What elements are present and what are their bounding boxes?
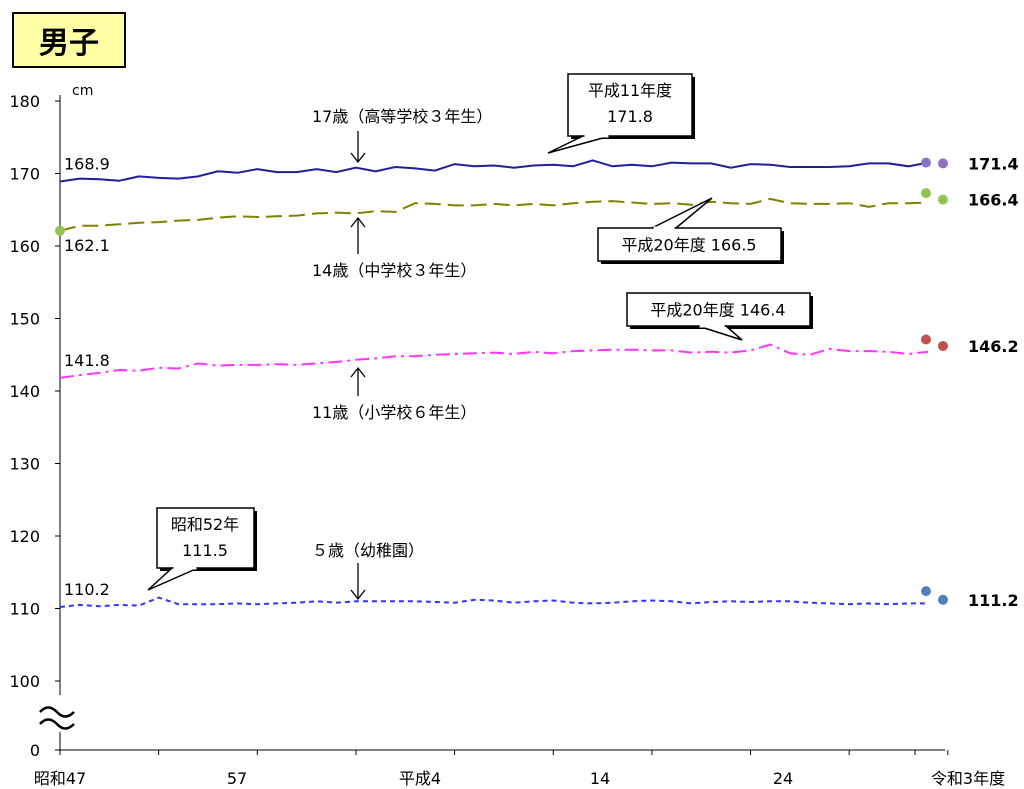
series-layer: 168.9 171.4 162.1 166.4 141.8 146.2 110.2 111.2	[55, 154, 1019, 610]
start-value-label: 110.2	[64, 580, 110, 599]
start-point	[55, 225, 65, 236]
callout-text: 平成20年度 166.5	[621, 236, 756, 255]
arrow-head-icon	[350, 152, 366, 164]
data-point	[938, 194, 948, 205]
x-tick-label: 令和3年度	[931, 769, 1005, 788]
callout-pointer	[651, 197, 713, 229]
series-line	[59, 343, 929, 379]
callout-frame	[597, 227, 782, 262]
callout-frame	[567, 73, 693, 137]
callout-box: 平成20年度 146.4	[626, 292, 813, 341]
callout-box: 平成20年度 166.5	[597, 197, 784, 264]
series-annotation: 11歳（小学校６年生）	[312, 366, 476, 422]
data-point	[938, 158, 948, 169]
end-value-label: 171.4	[968, 154, 1019, 173]
x-tick-label: 24	[773, 769, 793, 788]
annotation-label: 11歳（小学校６年生）	[312, 403, 476, 422]
y-tick-label: 170	[9, 165, 40, 184]
series-3: 110.2 111.2	[59, 580, 1019, 610]
series-line	[59, 596, 929, 608]
series-line	[59, 159, 929, 183]
series-annotation: ５歳（幼稚園）	[312, 541, 424, 601]
data-point	[921, 188, 931, 199]
callout-pointer	[147, 567, 199, 591]
series-1: 162.1 166.4	[55, 188, 1019, 255]
y-tick-label: 160	[9, 237, 40, 256]
callout-text: 平成11年度	[588, 81, 672, 100]
arrow-head-icon	[350, 216, 366, 228]
y-unit-label: cm	[72, 83, 93, 99]
callout-box: 昭和52年 111.5	[147, 507, 257, 591]
axes: 0 100 110 120 130 140 150 160 170 180 cm 昭和47 57 平成4 1…	[9, 83, 1005, 788]
annotation-label: 17歳（高等学校３年生）	[312, 107, 492, 126]
y-tick-label: 100	[9, 672, 40, 691]
start-value-label: 141.8	[64, 351, 110, 370]
callout-pointer	[547, 135, 611, 154]
end-value-label: 146.2	[968, 337, 1019, 356]
start-value-label: 162.1	[64, 236, 110, 255]
chart-title: 男子	[12, 12, 126, 68]
callout-frame	[626, 292, 811, 327]
data-point	[921, 334, 931, 345]
callout-box: 平成11年度 171.8	[547, 73, 695, 154]
y-tick-label: 120	[9, 527, 40, 546]
data-point	[921, 586, 931, 597]
y-tick-label: 140	[9, 382, 40, 401]
annotation-label: ５歳（幼稚園）	[312, 541, 424, 560]
callout-text: 171.8	[607, 107, 653, 126]
end-value-label: 111.2	[968, 591, 1019, 610]
series-2: 141.8 146.2	[59, 334, 1019, 379]
callout-frame	[156, 507, 255, 569]
series-annotation: 17歳（高等学校３年生）	[312, 107, 492, 164]
y-tick-label: 110	[9, 600, 40, 619]
annotation-label: 14歳（中学校３年生）	[312, 261, 476, 280]
series-0: 168.9 171.4	[59, 154, 1019, 183]
label-layer: 17歳（高等学校３年生） 14歳（中学校３年生） 11歳（小学校６年生） ５歳（幼稚園…	[147, 73, 813, 601]
arrow-head-icon	[350, 366, 366, 378]
y-tick-label: 180	[9, 92, 40, 111]
callout-text: 平成20年度 146.4	[650, 301, 785, 320]
data-point	[938, 594, 948, 605]
data-point	[921, 157, 931, 168]
data-point	[938, 341, 948, 352]
callout-text: 111.5	[182, 541, 228, 560]
x-tick-label: 14	[590, 769, 610, 788]
y-tick-label: 0	[30, 741, 40, 760]
y-tick-label: 130	[9, 455, 40, 474]
x-tick-label: 平成4	[399, 769, 441, 788]
arrow-head-icon	[350, 589, 366, 601]
x-tick-label: 昭和47	[34, 769, 86, 788]
start-value-label: 168.9	[64, 154, 110, 173]
series-line	[59, 197, 929, 232]
series-annotation: 14歳（中学校３年生）	[312, 216, 476, 280]
axis-break-icon	[39, 706, 75, 730]
y-tick-label: 150	[9, 310, 40, 329]
x-tick-label: 57	[227, 769, 247, 788]
callout-text: 昭和52年	[171, 515, 239, 534]
end-value-label: 166.4	[968, 191, 1019, 210]
